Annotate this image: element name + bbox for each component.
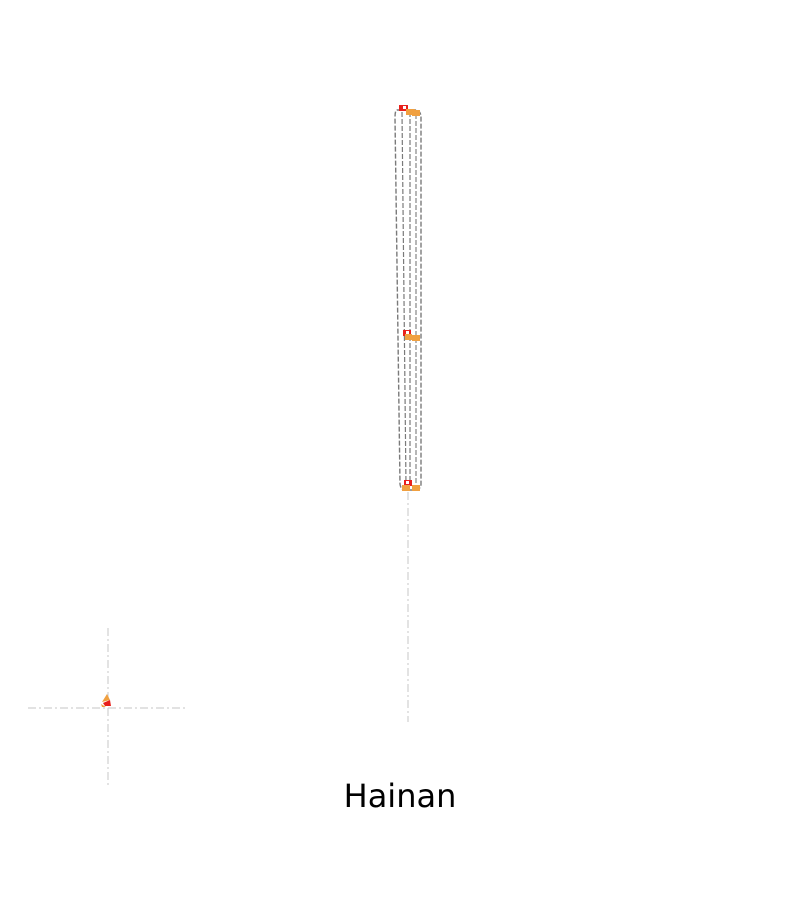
route-marker-icon[interactable]	[402, 480, 420, 491]
inner-outline-left	[401, 111, 407, 487]
inset-locator	[28, 628, 188, 788]
route-marker-icon[interactable]	[399, 105, 420, 116]
outer-outline-path	[394, 109, 422, 491]
route-outline	[394, 109, 422, 491]
route-marker-icon[interactable]	[403, 330, 420, 341]
route-markers	[399, 105, 420, 491]
region-title: Hainan	[343, 777, 457, 815]
inset-marker-icon[interactable]	[101, 694, 111, 707]
